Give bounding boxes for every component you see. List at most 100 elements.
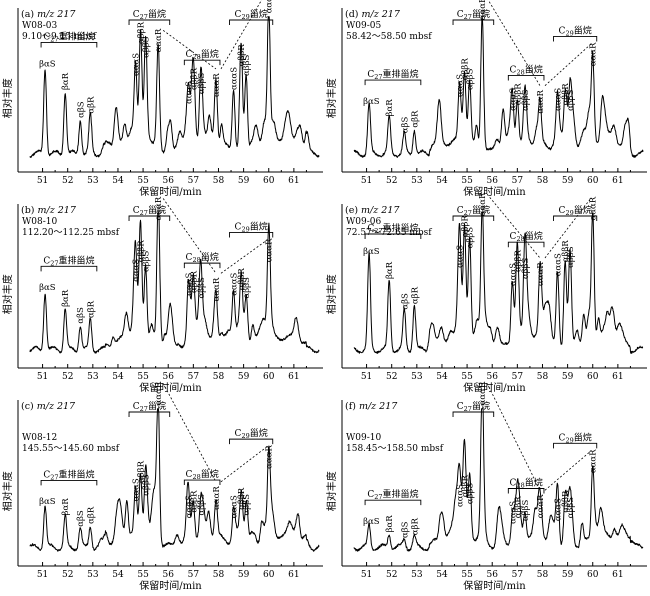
compound-group-label: C29甾烷 — [559, 204, 592, 217]
sample-depth: 58.42～58.50 mbsf — [346, 32, 432, 42]
panel-header: (a) m/z 217 — [21, 9, 76, 20]
sample-depth: 158.45～158.50 mbsf — [346, 444, 444, 454]
compound-group-label: C29甾烷 — [235, 220, 268, 233]
compound-group-text: 甾烷 — [472, 8, 490, 20]
peak-label-αααS: αααS — [132, 259, 142, 282]
compound-group-text: 甾烷 — [525, 63, 543, 75]
x-tick-label: 51 — [361, 176, 372, 186]
panel-letter: (d) — [345, 9, 359, 20]
compound-group-label: C27甾烷 — [133, 400, 166, 413]
guide-line — [220, 239, 267, 274]
x-tick-label: 60 — [587, 570, 599, 580]
x-tick-label: 60 — [263, 570, 275, 580]
panel-header: (c) m/z 217 — [21, 401, 76, 412]
peak-label-αββR: αββR — [189, 490, 199, 513]
peak-label-αααS: αααS — [184, 495, 194, 518]
peak-label-αααR: αααR — [154, 381, 164, 405]
peak-label-βαR: βαR — [385, 515, 395, 533]
peak-label-βαS: βαS — [363, 247, 380, 257]
x-tick-label: 57 — [512, 176, 524, 186]
compound-group-bracket — [553, 442, 598, 449]
peak-label-αααS: αααS — [456, 484, 466, 507]
chromatogram-trace — [29, 16, 320, 158]
peak-label-αβR: αβR — [86, 506, 96, 524]
compound-group-text: 甾烷 — [250, 220, 268, 232]
x-tick-label: 57 — [512, 570, 524, 580]
x-tick-label: 61 — [288, 372, 299, 382]
x-tick-label: 51 — [361, 372, 372, 382]
peak-label-αββS: αββS — [466, 483, 476, 505]
x-tick-label: 55 — [137, 570, 149, 580]
peak-label-αααR: αααR — [265, 238, 275, 262]
peak-label-αβR: αβR — [410, 110, 420, 128]
compound-group-bracket — [40, 479, 98, 486]
compound-group-text: 甾烷 — [472, 400, 490, 412]
compound-group-text: 甾烷 — [525, 477, 543, 489]
compound-group-text: 重排甾烷 — [59, 468, 95, 480]
compound-group-bracket — [183, 479, 221, 486]
compound-group-text: 甾烷 — [250, 427, 268, 439]
x-axis-title: 保留时间/min — [139, 579, 202, 592]
peak-label-αααR: αααR — [154, 196, 164, 220]
guide-line — [220, 446, 267, 483]
guide-line — [487, 0, 541, 86]
x-tick-label: 53 — [87, 372, 99, 382]
peak-label-αββS: αββS — [197, 277, 207, 299]
compound-group-text: 甾烷 — [201, 48, 219, 60]
panel-letter: (b) — [21, 205, 35, 216]
panel-letter: (a) — [21, 9, 34, 20]
x-tick-label: 57 — [188, 372, 200, 382]
peak-label-αααS: αααS — [230, 67, 240, 90]
guide-line — [162, 198, 217, 274]
x-tick-label: 61 — [612, 176, 623, 186]
peak-label-αββR: αββR — [137, 460, 147, 483]
compound-group-label: C27重排甾烷 — [43, 468, 94, 481]
x-tick-label: 59 — [238, 176, 250, 186]
x-tick-label: 59 — [562, 570, 574, 580]
compound-group-text: 重排甾烷 — [383, 68, 419, 80]
x-tick-label: 53 — [411, 372, 423, 382]
peak-label-αββS: αββS — [521, 500, 531, 522]
compound-group-label: C28甾烷 — [510, 230, 543, 243]
x-tick-label: 55 — [137, 372, 149, 382]
compound-group-bracket — [452, 19, 495, 25]
x-tick-label: 52 — [62, 372, 73, 382]
compound-group-label: C29甾烷 — [559, 24, 592, 37]
x-tick-label: 58 — [213, 372, 225, 382]
peak-label-αααR: αααR — [212, 277, 222, 301]
x-axis-title: 保留时间/min — [463, 579, 526, 592]
peak-label-αβS: αβS — [400, 293, 410, 310]
chart-panel-c: 51 52 53 54 55 56 57 58 59 60 61 保留时间/min 相对丰度 (c) m/z… — [1, 381, 323, 592]
mz-label: m/z 217 — [361, 205, 400, 216]
peak-label-αααR: αααR — [589, 42, 599, 66]
compound-group-label: C29甾烷 — [559, 431, 592, 444]
compound-group-bracket — [128, 215, 171, 221]
x-tick-label: 57 — [512, 372, 524, 382]
peak-label-αβR: αβR — [410, 286, 420, 304]
peak-label-αααR: αααR — [589, 449, 599, 473]
compound-group-text: 甾烷 — [574, 24, 592, 36]
peak-label-αααR: αααR — [478, 0, 488, 20]
chromatogram-trace — [353, 16, 644, 158]
peak-label-αββS: αββS — [566, 89, 576, 111]
x-tick-label: 56 — [486, 372, 498, 382]
peak-label-αββR: αββR — [237, 487, 247, 510]
x-tick-label: 59 — [562, 372, 574, 382]
compound-group-bracket — [452, 215, 495, 221]
guide-line — [544, 43, 592, 86]
mz-label: m/z 217 — [37, 401, 76, 412]
compound-group-label: C27甾烷 — [457, 8, 490, 21]
peak-label-αββR: αββR — [513, 249, 523, 272]
panel-header: (b) m/z 217 — [21, 205, 77, 216]
x-tick-label: 53 — [411, 570, 423, 580]
peak-label-αβS: αβS — [76, 307, 86, 324]
compound-group-bracket — [128, 411, 171, 417]
chart-panel-a: 51 52 53 54 55 56 57 58 59 60 61 保留时间/min 相对丰度 (a) m/z… — [1, 0, 323, 198]
peak-label-αββR: αββR — [237, 44, 247, 67]
sample-depth: 112.20～112.25 mbsf — [22, 228, 120, 238]
panel-header: (f) m/z 217 — [345, 401, 398, 412]
peak-label-αααS: αααS — [508, 501, 518, 524]
compound-group-bracket — [364, 499, 422, 506]
peak-label-αααS: αααS — [554, 253, 564, 276]
